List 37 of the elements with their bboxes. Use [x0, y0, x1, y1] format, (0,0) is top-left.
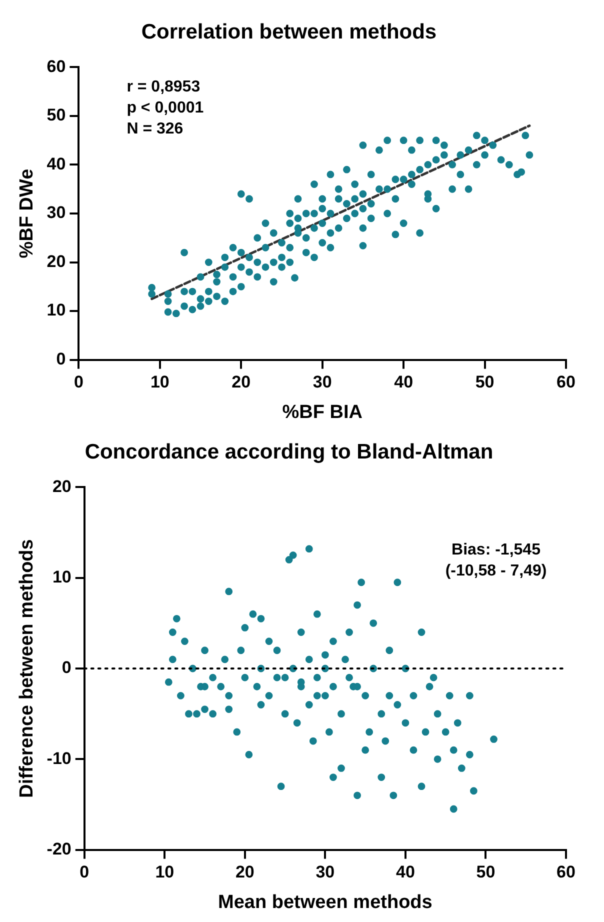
- y-tick-label: -10: [46, 748, 72, 768]
- y-tick-label: 10: [46, 300, 66, 320]
- chart-title: Concordance according to Bland-Altman: [84, 440, 494, 464]
- annotation: (-10,58 - 7,49): [445, 562, 547, 580]
- y-tick-label: 0: [62, 658, 72, 678]
- x-tick-label: 50: [475, 372, 494, 392]
- y-tick-label: 20: [52, 476, 72, 496]
- x-tick-label: 10: [155, 862, 174, 882]
- y-tick-label: 60: [46, 56, 66, 76]
- x-axis-title: %BF BIA: [282, 402, 363, 423]
- x-tick-label: 20: [235, 862, 254, 882]
- y-axis-title: Difference between methods: [16, 539, 38, 798]
- y-tick-label: 10: [52, 568, 72, 587]
- x-tick-label: 50: [476, 862, 496, 882]
- y-tick-label: 0: [56, 349, 66, 368]
- y-tick-label: 30: [46, 203, 66, 222]
- x-tick-label: 20: [232, 372, 251, 392]
- x-tick-label: 40: [396, 862, 415, 882]
- x-tick-label: 0: [80, 862, 90, 882]
- y-tick-label: 20: [46, 252, 66, 271]
- x-tick-label: 60: [556, 372, 576, 392]
- x-tick-label: 10: [150, 372, 170, 392]
- y-tick-label: -20: [46, 839, 72, 858]
- annotation: p < 0,0001: [126, 100, 204, 117]
- x-tick-label: 30: [316, 862, 335, 882]
- annotation: r = 0,8953: [126, 78, 200, 96]
- x-tick-label: 30: [312, 372, 332, 392]
- chart-title: Correlation between methods: [141, 20, 437, 44]
- x-tick-label: 60: [556, 862, 576, 882]
- x-tick-label: 0: [74, 372, 84, 392]
- annotation: Bias: -1,545: [452, 542, 541, 559]
- y-tick-label: 40: [46, 154, 66, 174]
- x-axis-title: Mean between methods: [218, 892, 432, 913]
- annotation: N = 326: [126, 120, 184, 138]
- y-tick-label: 50: [46, 106, 66, 125]
- y-axis-title: %BF DWe: [16, 168, 38, 258]
- x-tick-label: 40: [394, 372, 414, 392]
